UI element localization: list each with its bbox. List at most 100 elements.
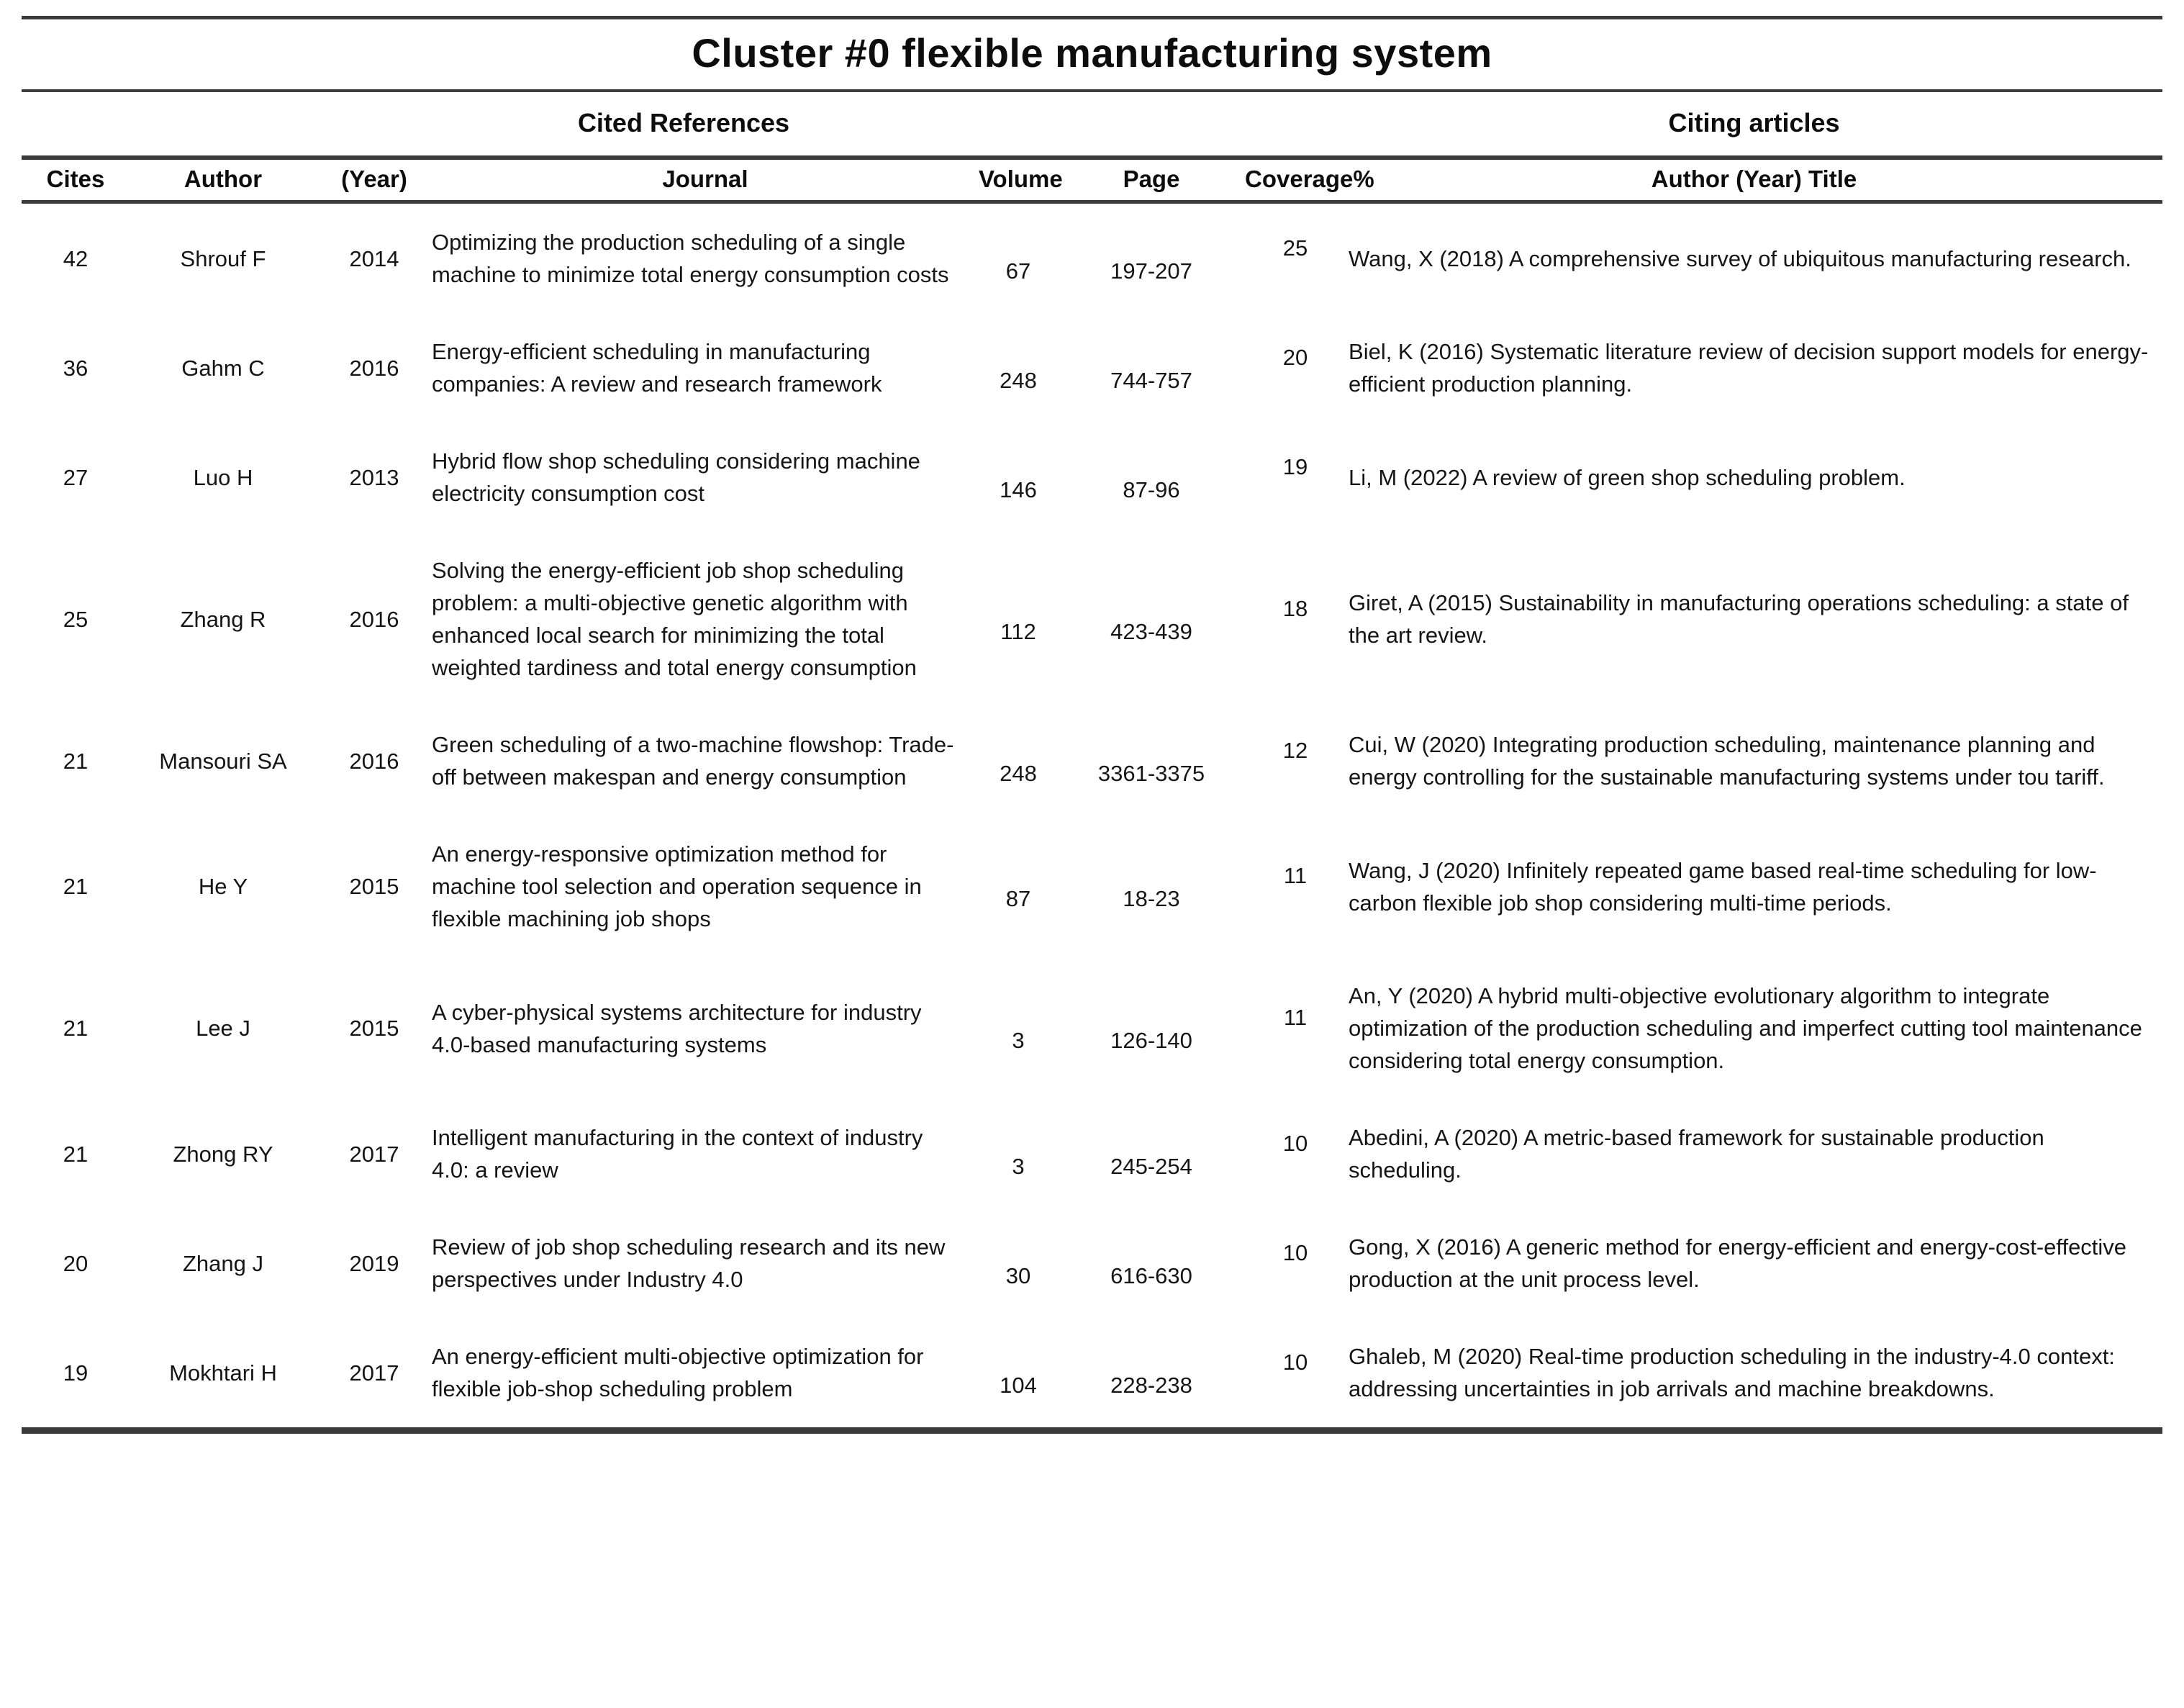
year-cell: 2014 — [349, 245, 399, 271]
column-header-journal: Journal — [662, 166, 748, 192]
column-header-citing: Author (Year) Title — [1651, 166, 1857, 192]
coverage-cell: 18 — [1282, 595, 1308, 621]
citing-article-cell: Ghaleb, M (2020) Real-time production sc… — [1349, 1344, 2115, 1401]
table-row: 42 Shrouf F 2014 Optimizing the producti… — [22, 202, 2162, 314]
page-cell: 3361-3375 — [1097, 760, 1205, 786]
page-cell: 616-630 — [1110, 1262, 1192, 1288]
table-row: 27 Luo H 2013 Hybrid flow shop schedulin… — [22, 423, 2162, 532]
journal-cell: Solving the energy-efficient job shop sc… — [432, 558, 917, 680]
coverage-cell: 20 — [1282, 344, 1308, 370]
table-row: 20 Zhang J 2019 Review of job shop sched… — [22, 1208, 2162, 1318]
author-cell: Luo H — [193, 464, 253, 490]
year-cell: 2017 — [349, 1141, 399, 1167]
cites-cell: 21 — [63, 874, 89, 899]
author-cell: Mokhtari H — [169, 1360, 277, 1386]
coverage-cell: 19 — [1282, 453, 1308, 479]
page-cell: 18-23 — [1123, 886, 1180, 911]
volume-cell: 248 — [1000, 367, 1037, 393]
column-header-volume: Volume — [979, 166, 1063, 192]
coverage-cell: 11 — [1283, 863, 1308, 888]
column-header-cites: Cites — [46, 166, 105, 192]
journal-cell: Review of job shop scheduling research a… — [432, 1234, 946, 1292]
citing-article-cell: Wang, X (2018) A comprehensive survey of… — [1349, 245, 2131, 271]
author-cell: Zhong RY — [173, 1141, 273, 1167]
year-cell: 2015 — [349, 874, 399, 899]
coverage-cell: 10 — [1282, 1130, 1308, 1156]
table-row: 19 Mokhtari H 2017 An energy-efficient m… — [22, 1318, 2163, 1431]
page-cell: 245-254 — [1110, 1153, 1192, 1179]
title-band: Cluster #0 flexible manufacturing system — [22, 19, 2162, 89]
journal-cell: Energy-efficient scheduling in manufactu… — [432, 339, 882, 397]
volume-cell: 112 — [1000, 618, 1036, 644]
volume-cell: 104 — [1000, 1372, 1037, 1398]
coverage-cell: 10 — [1282, 1349, 1308, 1375]
cites-cell: 20 — [63, 1250, 89, 1276]
group-header-row: Cited References Citing articles — [22, 92, 2162, 158]
table-row: 36 Gahm C 2016 Energy-efficient scheduli… — [22, 313, 2162, 423]
page-cell: 423-439 — [1110, 618, 1192, 644]
table-row: 21 Lee J 2015 A cyber-physical systems a… — [22, 957, 2162, 1099]
citing-article-cell: An, Y (2020) A hybrid multi-objective ev… — [1349, 983, 2142, 1073]
citing-article-cell: Cui, W (2020) Integrating production sch… — [1349, 732, 2105, 790]
page-cell: 228-238 — [1110, 1372, 1192, 1398]
cites-cell: 27 — [63, 464, 89, 490]
column-header-page: Page — [1123, 166, 1180, 192]
volume-cell: 146 — [1000, 476, 1037, 502]
author-cell: Zhang J — [182, 1250, 263, 1276]
journal-cell: An energy-efficient multi-objective opti… — [432, 1344, 924, 1401]
journal-cell: Green scheduling of a two-machine flowsh… — [432, 732, 954, 790]
coverage-cell: 25 — [1282, 235, 1308, 261]
cites-cell: 21 — [63, 748, 89, 774]
coverage-cell: 12 — [1282, 737, 1308, 763]
citing-article-cell: Wang, J (2020) Infinitely repeated game … — [1349, 857, 2097, 916]
references-table: Cited References Citing articles Cites A… — [22, 92, 2163, 1434]
year-cell: 2016 — [349, 606, 399, 632]
year-cell: 2015 — [349, 1016, 399, 1041]
volume-cell: 3 — [1012, 1028, 1025, 1053]
year-cell: 2017 — [349, 1360, 399, 1386]
table-row: 21 He Y 2015 An energy-responsive optimi… — [22, 815, 2162, 957]
cites-cell: 36 — [63, 355, 89, 381]
coverage-cell: 10 — [1282, 1239, 1308, 1265]
volume-cell: 67 — [1005, 258, 1031, 284]
year-cell: 2013 — [349, 464, 399, 490]
page-cell: 126-140 — [1110, 1028, 1192, 1053]
citing-articles-group-header: Citing articles — [1668, 108, 1840, 137]
journal-cell: Hybrid flow shop scheduling considering … — [432, 448, 920, 506]
author-cell: Mansouri SA — [159, 748, 287, 774]
table-row: 25 Zhang R 2016 Solving the energy-effic… — [22, 532, 2162, 706]
table-row: 21 Zhong RY 2017 Intelligent manufacturi… — [22, 1099, 2162, 1208]
journal-cell: Optimizing the production scheduling of … — [432, 230, 949, 287]
citing-article-cell: Li, M (2022) A review of green shop sche… — [1349, 464, 1906, 490]
author-cell: He Y — [198, 874, 248, 899]
citing-article-cell: Gong, X (2016) A generic method for ener… — [1349, 1234, 2127, 1292]
table-row: 21 Mansouri SA 2016 Green scheduling of … — [22, 706, 2162, 815]
cites-cell: 21 — [63, 1141, 89, 1167]
journal-cell: Intelligent manufacturing in the context… — [432, 1125, 923, 1183]
cites-cell: 21 — [63, 1016, 89, 1041]
author-cell: Lee J — [196, 1016, 250, 1041]
title-divider — [22, 89, 2162, 92]
volume-cell: 248 — [1000, 760, 1037, 786]
cites-cell: 25 — [63, 606, 89, 632]
cites-cell: 19 — [63, 1360, 89, 1386]
coverage-cell: 11 — [1283, 1005, 1308, 1030]
volume-cell: 87 — [1005, 886, 1031, 911]
column-header-year: (Year) — [341, 166, 407, 192]
cites-cell: 42 — [63, 245, 89, 271]
citing-article-cell: Biel, K (2016) Systematic literature rev… — [1349, 339, 2149, 397]
journal-cell: An energy-responsive optimization method… — [432, 841, 922, 931]
top-rule — [22, 16, 2162, 19]
volume-cell: 3 — [1012, 1153, 1025, 1179]
author-cell: Gahm C — [181, 355, 265, 381]
year-cell: 2019 — [349, 1250, 399, 1276]
citing-article-cell: Abedini, A (2020) A metric-based framewo… — [1349, 1125, 2044, 1183]
column-header-author: Author — [183, 166, 263, 192]
column-header-coverage: Coverage% — [1245, 166, 1374, 192]
year-cell: 2016 — [349, 355, 399, 381]
page-cell: 87-96 — [1123, 476, 1180, 502]
cited-references-group-header: Cited References — [577, 108, 790, 137]
citing-article-cell: Giret, A (2015) Sustainability in manufa… — [1349, 590, 2129, 648]
volume-cell: 30 — [1005, 1262, 1031, 1288]
